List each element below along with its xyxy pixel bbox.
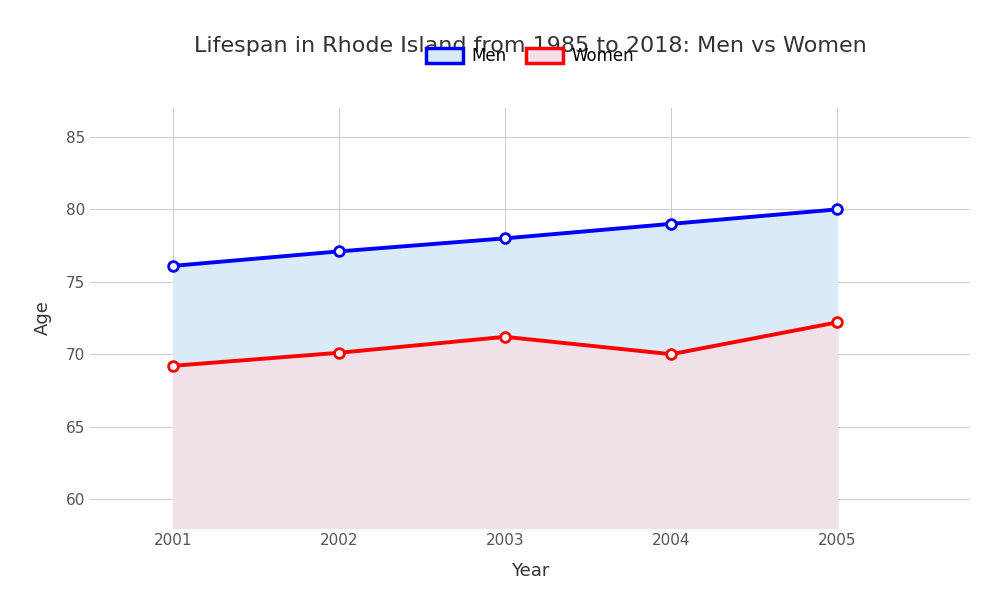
X-axis label: Year: Year bbox=[511, 562, 549, 580]
Title: Lifespan in Rhode Island from 1985 to 2018: Men vs Women: Lifespan in Rhode Island from 1985 to 20… bbox=[194, 37, 866, 56]
Legend: Men, Women: Men, Women bbox=[419, 41, 641, 72]
Y-axis label: Age: Age bbox=[34, 301, 52, 335]
